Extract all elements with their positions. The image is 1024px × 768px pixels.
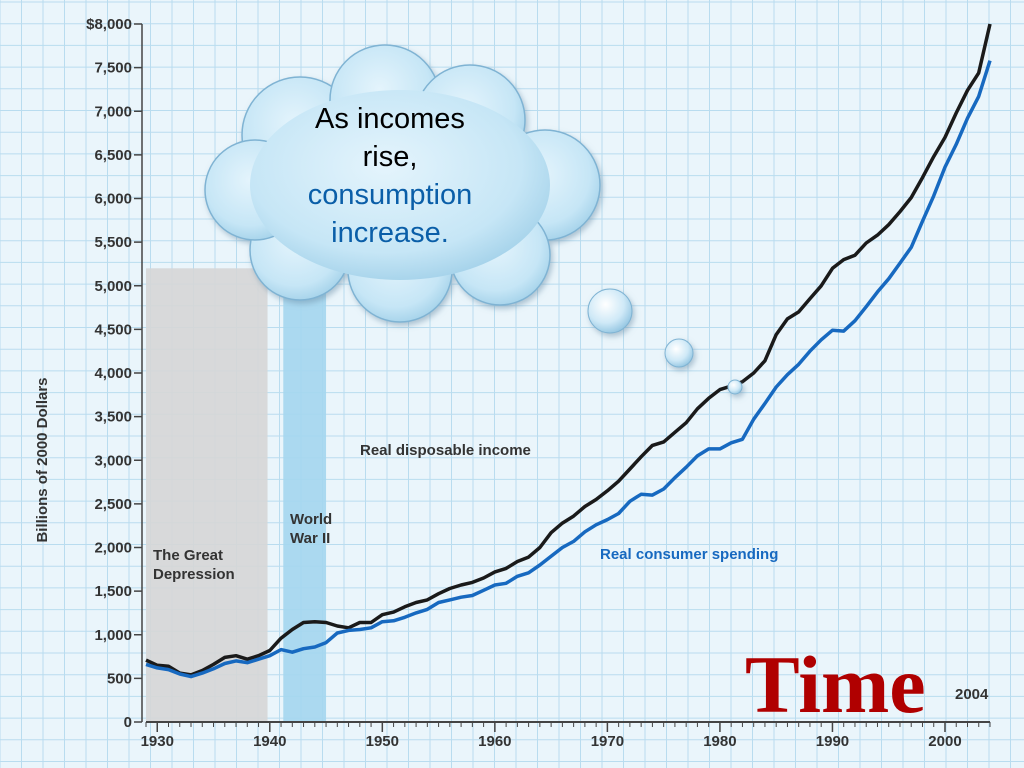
thought-bubble-small: [727, 379, 743, 395]
x-tick-label: 2000: [928, 733, 961, 750]
series-label-0: Real disposable income: [360, 442, 531, 459]
region-label-0: Depression: [153, 566, 235, 583]
shaded-region-1: [283, 268, 327, 722]
y-tick-label: 2,000: [94, 540, 132, 557]
x-tick-label: 1950: [366, 733, 399, 750]
y-tick-label: 3,500: [94, 409, 132, 426]
axes: 0 500 1,000 1,500 2,000 2,500 3,000 3,500 4,000 4…: [34, 16, 991, 750]
x-tick-label: 1930: [141, 733, 174, 750]
series-lines: [145, 23, 992, 679]
y-axis-title: Billions of 2000 Dollars: [34, 377, 51, 542]
shaded-region-0: [146, 268, 268, 722]
y-tick-label: 500: [107, 670, 132, 687]
x-tick-label: 1980: [703, 733, 736, 750]
y-tick-label: $8,000: [86, 16, 132, 33]
x-tick-label: 1960: [478, 733, 511, 750]
end-year-label: 2004: [955, 686, 989, 703]
y-tick-label: 1,500: [94, 583, 132, 600]
y-tick-label: 0: [124, 714, 132, 731]
x-tick-label: 1940: [253, 733, 286, 750]
y-tick-label: 3,000: [94, 452, 132, 469]
series-line-0: [145, 23, 992, 677]
y-tick-label: 7,000: [94, 103, 132, 120]
thought-cloud: [204, 44, 743, 395]
y-tick-label: 4,500: [94, 321, 132, 338]
region-label-1: War II: [290, 530, 330, 547]
y-tick-label: 6,000: [94, 191, 132, 208]
thought-bubble-large: [587, 288, 633, 334]
y-tick-label: 4,000: [94, 365, 132, 382]
annotation-line-4: increase.: [331, 217, 449, 249]
y-tick-label: 5,000: [94, 278, 132, 295]
y-tick-label: 1,000: [94, 627, 132, 644]
x-tick-label: 1990: [816, 733, 849, 750]
thought-bubble-medium: [664, 338, 694, 368]
annotation-line-1: As incomes: [315, 103, 465, 135]
chart-labels: The Great Depression World War II Real dispo…: [153, 442, 989, 703]
annotation-line-2: rise,: [362, 141, 418, 173]
x-tick-label: 1970: [591, 733, 624, 750]
region-label-0: The Great: [153, 547, 223, 564]
annotation-line-3: consumption: [307, 179, 473, 211]
time-label: Time: [745, 639, 926, 730]
region-label-1: World: [290, 511, 332, 528]
series-label-1: Real consumer spending: [600, 546, 778, 563]
y-tick-label: 6,500: [94, 147, 132, 164]
cloud-annotation: As incomes rise, consumption increase.: [270, 100, 510, 252]
shaded-regions: [146, 268, 327, 722]
y-tick-label: 2,500: [94, 496, 132, 513]
y-tick-label: 7,500: [94, 60, 132, 77]
series-line-1: [145, 60, 992, 679]
y-tick-label: 5,500: [94, 234, 132, 251]
